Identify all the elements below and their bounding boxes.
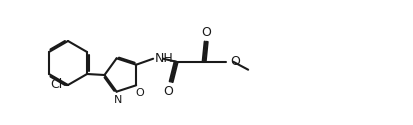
Text: N: N — [113, 95, 121, 105]
Text: O: O — [201, 26, 211, 39]
Text: NH: NH — [155, 52, 173, 65]
Text: O: O — [163, 85, 173, 98]
Text: O: O — [230, 55, 240, 68]
Text: Cl: Cl — [50, 78, 62, 92]
Text: O: O — [135, 88, 144, 98]
